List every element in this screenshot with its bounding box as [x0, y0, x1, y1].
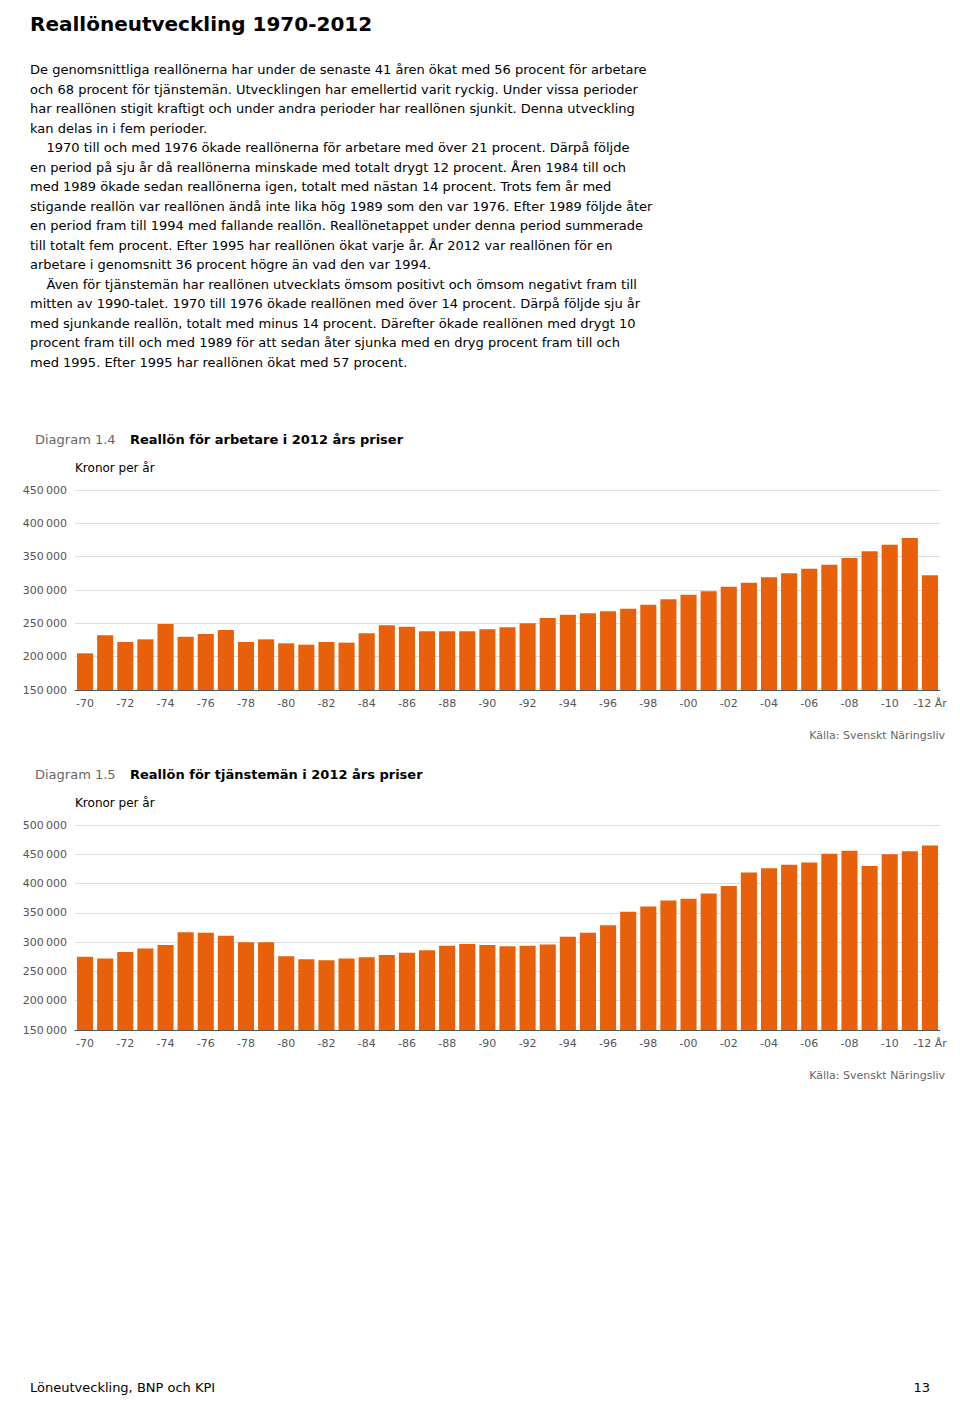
svg-text:-80: -80 — [277, 697, 295, 710]
svg-text:400 000: 400 000 — [23, 877, 67, 890]
svg-text:300 000: 300 000 — [23, 936, 67, 949]
svg-text:-10: -10 — [881, 697, 899, 710]
svg-text:-04: -04 — [760, 1037, 778, 1050]
html-text:har reallönen stigit kraftigt: har reallönen stigit kraftigt och under … — [30, 101, 635, 116]
html-text:med 1995. Efter 1995 har reall: med 1995. Efter 1995 har reallönen ökat … — [30, 354, 408, 370]
svg-text:Källa: Svenskt Näringsliv: Källa: Svenskt Näringsliv — [809, 729, 945, 742]
svg-text:-82: -82 — [317, 697, 335, 710]
svg-text:-88: -88 — [438, 1037, 456, 1050]
svg-text:450 000: 450 000 — [23, 484, 67, 497]
svg-text:-02: -02 — [720, 1037, 738, 1050]
svg-text:-96: -96 — [599, 697, 617, 710]
svg-text:Kronor per år: Kronor per år — [75, 461, 155, 475]
svg-text:-08: -08 — [840, 697, 858, 710]
svg-text:Kronor per år: Kronor per år — [75, 796, 155, 810]
html-text:arbetare i genomsnitt 36 proce: arbetare i genomsnitt 36 procent högre ä… — [30, 257, 432, 272]
html-text:Även för tjänstemän har reallö: Även för tjänstemän har reallönen utveck… — [30, 276, 637, 292]
svg-text:-82: -82 — [317, 1037, 335, 1050]
svg-text:-78: -78 — [237, 1037, 255, 1050]
svg-text:-10: -10 — [881, 1037, 899, 1050]
svg-text:-02: -02 — [720, 697, 738, 710]
html-text:kan delas in i fem perioder.: kan delas in i fem perioder. — [30, 120, 208, 136]
svg-text:Diagram 1.4: Diagram 1.4 — [35, 432, 116, 447]
html-text:och 68 procent för tjänstemän.: och 68 procent för tjänstemän. Utvecklin… — [30, 81, 638, 97]
html-text:Löneutveckling, BNP och KPI: Löneutveckling, BNP och KPI — [30, 1380, 216, 1395]
svg-text:Reallön för arbetare i 2012 år: Reallön för arbetare i 2012 års priser — [130, 432, 404, 447]
svg-text:-84: -84 — [358, 1037, 376, 1050]
svg-text:-74: -74 — [157, 697, 175, 710]
svg-text:-94: -94 — [559, 1037, 577, 1050]
html-text:stigande reallön var reallönen: stigande reallön var reallönen ändå inte… — [30, 198, 653, 214]
svg-text:-04: -04 — [760, 697, 778, 710]
svg-text:-12 År: -12 År — [913, 697, 947, 710]
html-text:med sjunkande reallön, totalt: med sjunkande reallön, totalt med minus … — [30, 315, 636, 331]
svg-text:-00: -00 — [680, 1037, 698, 1050]
html-text:13: 13 — [913, 1380, 930, 1395]
svg-text:-72: -72 — [116, 697, 134, 710]
svg-text:-88: -88 — [438, 697, 456, 710]
html-text:De genomsnittliga reallönerna: De genomsnittliga reallönerna har under … — [30, 62, 647, 77]
svg-text:-86: -86 — [398, 697, 416, 710]
svg-text:250 000: 250 000 — [23, 965, 67, 978]
svg-text:400 000: 400 000 — [23, 517, 67, 530]
svg-text:-06: -06 — [800, 697, 818, 710]
svg-text:450 000: 450 000 — [23, 848, 67, 861]
html-text:till totalt fem procent. Efter: till totalt fem procent. Efter 1995 har … — [30, 237, 613, 253]
svg-text:-92: -92 — [519, 1037, 537, 1050]
svg-text:-94: -94 — [559, 697, 577, 710]
svg-text:-84: -84 — [358, 697, 376, 710]
svg-text:-96: -96 — [599, 1037, 617, 1050]
svg-text:200 000: 200 000 — [23, 650, 67, 663]
svg-text:-76: -76 — [197, 697, 215, 710]
svg-text:500 000: 500 000 — [23, 819, 67, 832]
svg-text:-98: -98 — [639, 697, 657, 710]
svg-text:-08: -08 — [840, 1037, 858, 1050]
svg-text:250 000: 250 000 — [23, 617, 67, 630]
html-text:med 1989 ökade sedan reallöner: med 1989 ökade sedan reallönerna igen, t… — [30, 179, 612, 194]
svg-text:-86: -86 — [398, 1037, 416, 1050]
svg-text:350 000: 350 000 — [23, 550, 67, 563]
svg-text:-12 År: -12 År — [913, 1037, 947, 1050]
svg-text:150 000: 150 000 — [23, 684, 67, 697]
svg-text:150 000: 150 000 — [23, 1024, 67, 1037]
svg-text:-72: -72 — [116, 1037, 134, 1050]
html-text:1970 till och med 1976 ökade r: 1970 till och med 1976 ökade reallönerna… — [30, 140, 630, 155]
svg-text:Diagram 1.5: Diagram 1.5 — [35, 767, 116, 782]
svg-text:-90: -90 — [478, 697, 496, 710]
svg-text:Reallön för tjänstemän i 2012: Reallön för tjänstemän i 2012 års priser — [130, 767, 423, 782]
svg-text:-92: -92 — [519, 697, 537, 710]
svg-text:200 000: 200 000 — [23, 994, 67, 1007]
html-text:procent fram till och med 1989: procent fram till och med 1989 för att s… — [30, 335, 620, 350]
html-text:en period på sju år då reallön: en period på sju år då reallönerna minsk… — [30, 159, 626, 175]
svg-text:-74: -74 — [157, 1037, 175, 1050]
html-text:Reallöneutveckling 1970-2012: Reallöneutveckling 1970-2012 — [30, 12, 373, 36]
svg-text:-70: -70 — [76, 1037, 94, 1050]
svg-text:-90: -90 — [478, 1037, 496, 1050]
svg-text:-70: -70 — [76, 697, 94, 710]
svg-text:Källa: Svenskt Näringsliv: Källa: Svenskt Näringsliv — [809, 1069, 945, 1082]
svg-text:350 000: 350 000 — [23, 906, 67, 919]
html-text:mitten av 1990-talet. 1970 til: mitten av 1990-talet. 1970 till 1976 öka… — [30, 296, 641, 311]
svg-text:-98: -98 — [639, 1037, 657, 1050]
svg-text:-80: -80 — [277, 1037, 295, 1050]
svg-text:-76: -76 — [197, 1037, 215, 1050]
svg-text:-06: -06 — [800, 1037, 818, 1050]
svg-text:-78: -78 — [237, 697, 255, 710]
svg-text:-00: -00 — [680, 697, 698, 710]
html-text:en period fram till 1994 med f: en period fram till 1994 med fallande re… — [30, 218, 644, 233]
svg-text:300 000: 300 000 — [23, 584, 67, 597]
